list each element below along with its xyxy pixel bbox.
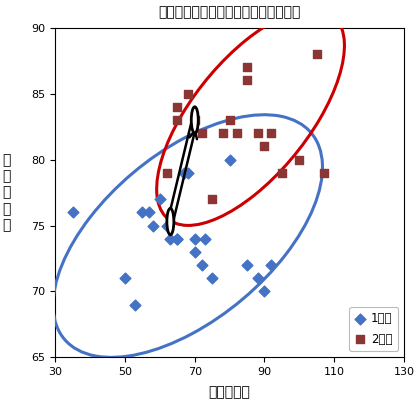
2学期 [278,170,285,176]
2学期 [184,90,191,97]
1学期 [244,262,250,268]
2学期 [261,143,268,149]
1学期 [181,170,188,176]
2学期 [268,130,275,136]
Title: 「認める－認められる」の相関グラフ: 「認める－認められる」の相関グラフ [158,6,301,19]
1学期 [202,235,209,242]
2学期 [163,170,170,176]
2学期 [254,130,261,136]
2学期 [198,130,205,136]
1学期 [254,275,261,281]
1学期 [192,235,198,242]
2学期 [244,77,250,84]
1学期 [146,209,153,215]
1学期 [122,275,129,281]
Circle shape [191,107,198,133]
1学期 [163,222,170,229]
1学期 [192,249,198,255]
2学期 [313,51,320,57]
Y-axis label: 認
め
ら
れ
る: 認 め ら れ る [3,153,11,232]
2学期 [244,64,250,70]
1学期 [268,262,275,268]
X-axis label: 認　め　る: 認 め る [209,386,251,399]
1学期 [226,156,233,163]
1学期 [198,262,205,268]
1学期 [132,301,139,308]
Circle shape [167,208,174,235]
2学期 [320,170,327,176]
1学期 [69,209,76,215]
2学期 [226,117,233,123]
1学期 [174,235,181,242]
Legend: 1学期, 2学期: 1学期, 2学期 [349,307,398,352]
2学期 [174,117,181,123]
1学期 [150,222,156,229]
2学期 [209,196,215,202]
1学期 [139,209,146,215]
1学期 [184,170,191,176]
2学期 [296,156,303,163]
2学期 [233,130,240,136]
2学期 [219,130,226,136]
1学期 [174,235,181,242]
1学期 [209,275,215,281]
2学期 [174,104,181,110]
2学期 [192,117,198,123]
1学期 [167,235,174,242]
1学期 [157,196,163,202]
1学期 [261,288,268,295]
